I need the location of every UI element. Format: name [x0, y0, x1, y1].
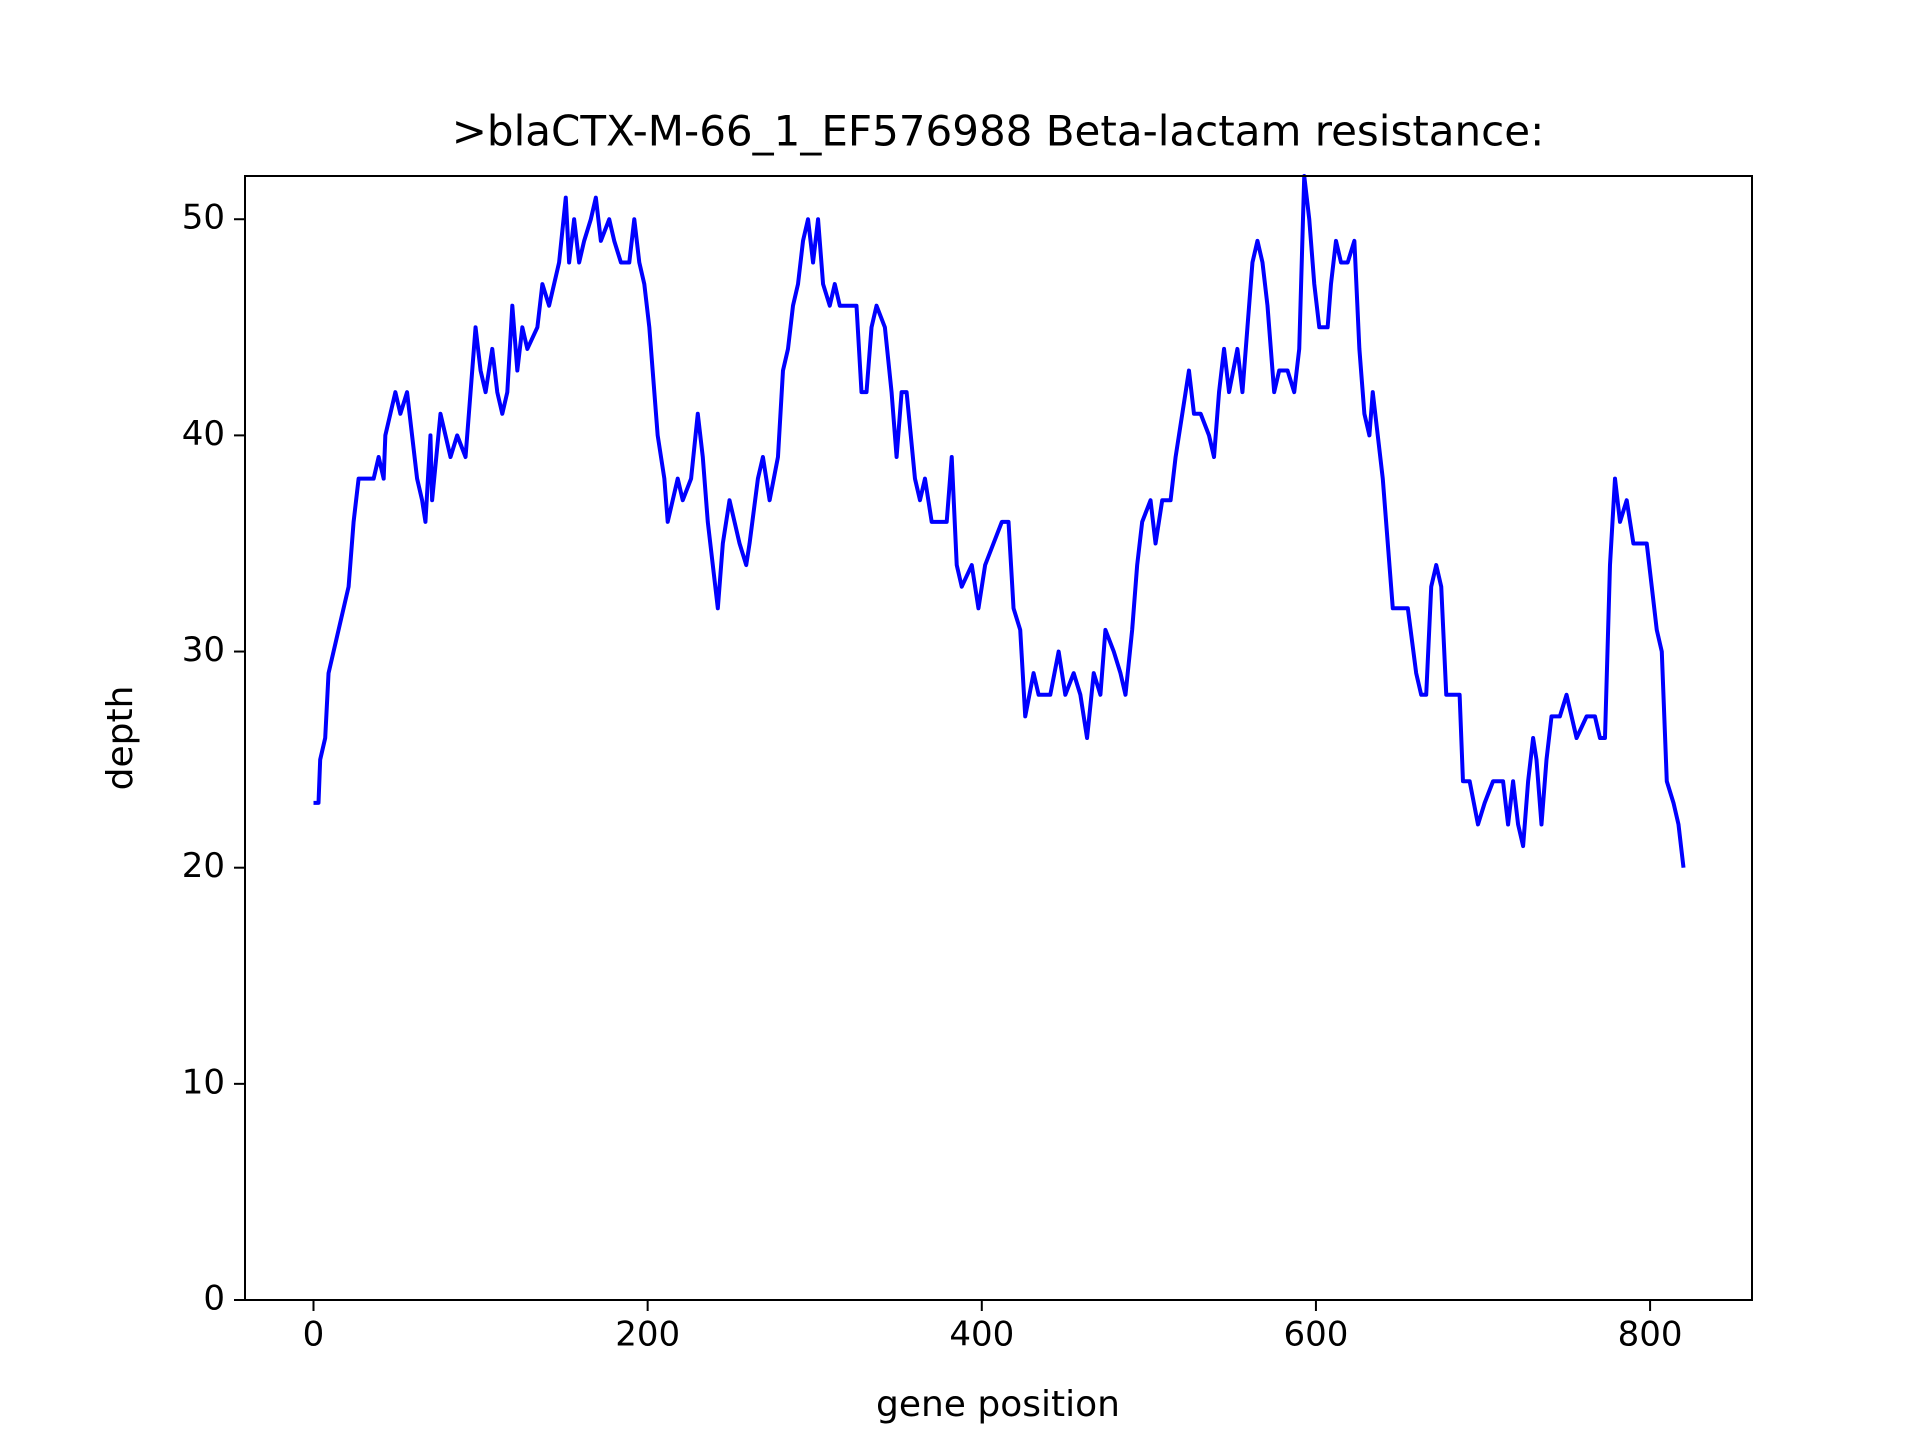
x-tick-label: 400 [949, 1315, 1014, 1355]
plot-frame [244, 175, 1753, 1301]
x-tick-label: 800 [1618, 1315, 1683, 1355]
x-tick-label: 200 [615, 1315, 680, 1355]
y-tick-label: 40 [182, 414, 225, 454]
y-tick-label: 10 [182, 1062, 225, 1102]
y-tick-label: 0 [203, 1279, 225, 1319]
y-tick-label: 20 [182, 846, 225, 886]
chart-title: >blaCTX-M-66_1_EF576988 Beta-lactam resi… [452, 107, 1545, 156]
y-tick-label: 30 [182, 630, 225, 670]
y-axis-label: depth [100, 686, 141, 791]
x-axis-label: gene position [876, 1384, 1120, 1425]
x-tick-label: 600 [1283, 1315, 1348, 1355]
x-tick-label: 0 [303, 1315, 325, 1355]
data-line [313, 174, 1686, 868]
y-tick-label: 50 [182, 198, 225, 238]
